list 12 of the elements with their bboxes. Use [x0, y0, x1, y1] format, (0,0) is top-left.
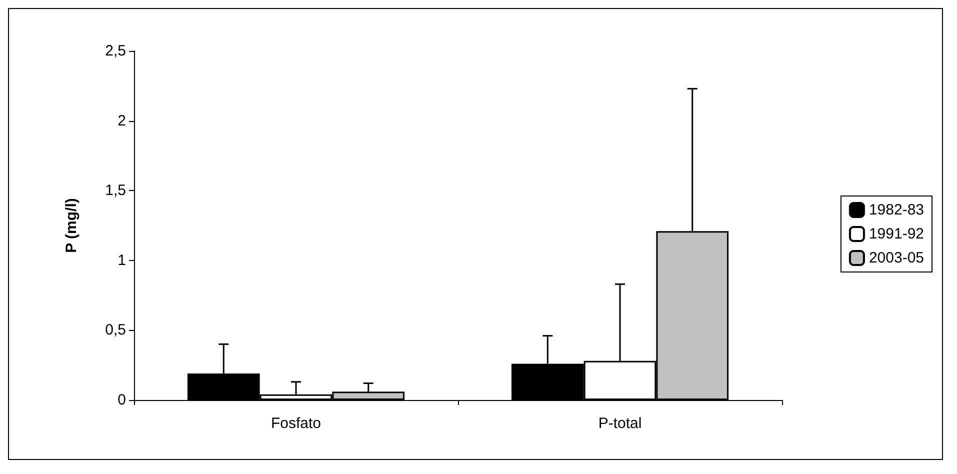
- x-tick-label: Fosfato: [270, 415, 322, 432]
- legend-label: 1991-92: [868, 226, 924, 242]
- y-tick-label: 2,5: [105, 42, 126, 60]
- y-axis-title: P (mg/l): [63, 198, 80, 253]
- y-tick-label: 0: [118, 392, 126, 408]
- legend-label: 2003-05: [868, 250, 924, 266]
- legend-label: 1982-83: [868, 202, 924, 218]
- y-tick-label: 0,5: [105, 322, 126, 339]
- y-tick-label: 1,5: [105, 182, 126, 200]
- x-tick-label: P-total: [598, 415, 642, 432]
- y-tick-label: 1: [118, 252, 126, 269]
- y-tick-label: 2: [118, 112, 126, 130]
